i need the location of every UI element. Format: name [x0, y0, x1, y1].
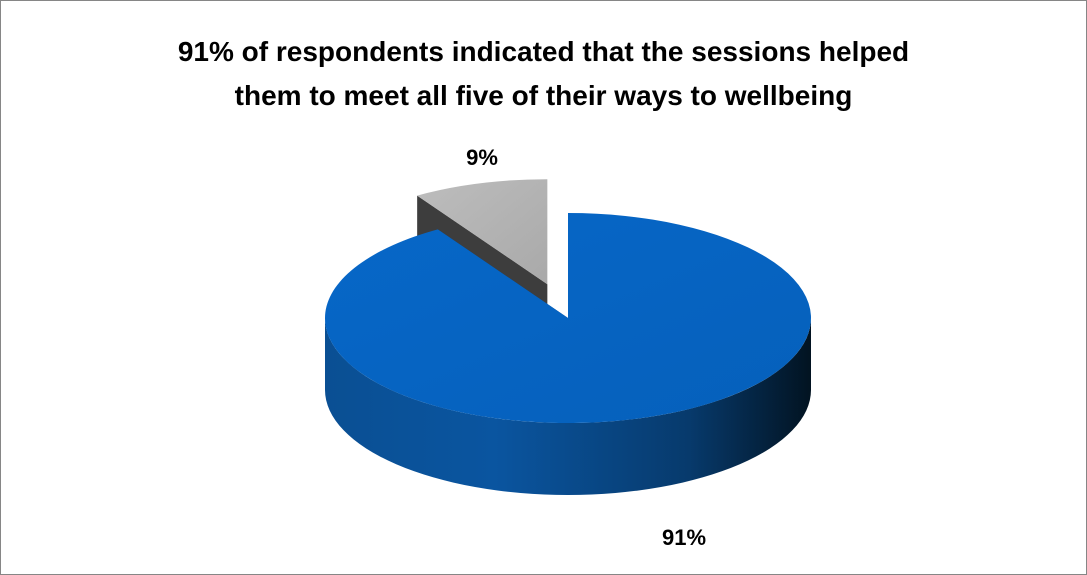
chart-title-line-1: 91% of respondents indicated that the se… — [177, 36, 910, 67]
slice-large — [324, 213, 811, 424]
data-label-large: 91% — [662, 525, 706, 550]
data-label-small: 9% — [466, 145, 498, 170]
chart-title-line-2: them to meet all five of their ways to w… — [234, 80, 853, 111]
slice-small — [417, 179, 548, 285]
chart-title: 91% of respondents indicated that the se… — [0, 30, 1087, 118]
slice-large-side — [325, 318, 811, 495]
